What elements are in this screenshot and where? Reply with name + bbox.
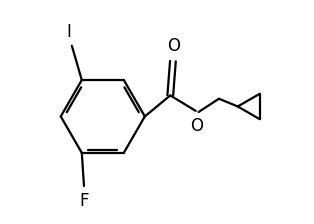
Text: O: O bbox=[167, 37, 180, 55]
Text: F: F bbox=[79, 192, 89, 209]
Text: O: O bbox=[190, 117, 203, 135]
Text: I: I bbox=[67, 23, 72, 41]
